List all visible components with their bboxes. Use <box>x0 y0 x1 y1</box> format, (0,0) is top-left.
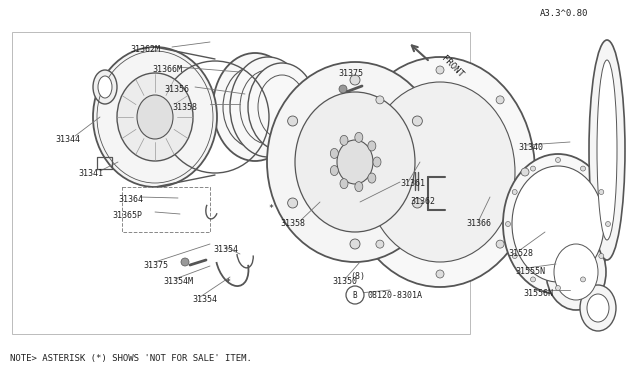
Text: *: * <box>225 278 230 286</box>
Ellipse shape <box>365 82 515 262</box>
Text: *: * <box>268 205 273 214</box>
Ellipse shape <box>340 135 348 145</box>
Circle shape <box>605 221 611 227</box>
Ellipse shape <box>597 60 617 240</box>
Circle shape <box>350 239 360 249</box>
Ellipse shape <box>587 294 609 322</box>
Text: 31364: 31364 <box>118 196 143 205</box>
Text: 31375: 31375 <box>143 260 168 269</box>
Text: 31362M: 31362M <box>130 45 160 55</box>
Circle shape <box>436 66 444 74</box>
Circle shape <box>512 189 517 195</box>
Text: 31344: 31344 <box>55 135 80 144</box>
Text: 31361: 31361 <box>400 180 425 189</box>
Circle shape <box>346 286 364 304</box>
Circle shape <box>599 253 604 259</box>
Text: 31340: 31340 <box>518 144 543 153</box>
Ellipse shape <box>330 166 339 176</box>
Text: 08120-8301A: 08120-8301A <box>368 292 423 301</box>
Ellipse shape <box>93 47 217 187</box>
Circle shape <box>556 157 561 163</box>
Text: B: B <box>353 291 357 299</box>
Text: 31375: 31375 <box>338 70 363 78</box>
Circle shape <box>531 166 536 171</box>
Ellipse shape <box>230 57 306 157</box>
Ellipse shape <box>213 53 297 161</box>
Circle shape <box>496 96 504 104</box>
Text: 31362: 31362 <box>410 198 435 206</box>
Circle shape <box>556 285 561 291</box>
Bar <box>12 32 470 334</box>
Ellipse shape <box>337 140 373 184</box>
Text: 31358: 31358 <box>172 103 197 112</box>
Circle shape <box>181 258 189 266</box>
Ellipse shape <box>580 285 616 331</box>
Circle shape <box>412 198 422 208</box>
Text: 31358: 31358 <box>280 219 305 228</box>
Text: A3.3^0.80: A3.3^0.80 <box>540 10 588 19</box>
Circle shape <box>512 253 517 259</box>
Circle shape <box>287 116 298 126</box>
Ellipse shape <box>295 92 415 232</box>
Text: 31555N: 31555N <box>515 267 545 276</box>
Text: 31354: 31354 <box>192 295 217 305</box>
Ellipse shape <box>98 76 112 98</box>
Ellipse shape <box>223 66 287 148</box>
Ellipse shape <box>117 73 193 161</box>
Ellipse shape <box>368 173 376 183</box>
Ellipse shape <box>554 244 598 300</box>
Ellipse shape <box>355 182 363 192</box>
Ellipse shape <box>368 141 376 151</box>
Ellipse shape <box>589 40 625 260</box>
Circle shape <box>580 166 586 171</box>
Ellipse shape <box>512 166 604 282</box>
Ellipse shape <box>248 63 316 151</box>
Circle shape <box>506 221 511 227</box>
Ellipse shape <box>137 95 173 139</box>
Circle shape <box>351 168 359 176</box>
Text: 31556N: 31556N <box>523 289 553 298</box>
Text: 31366: 31366 <box>466 219 491 228</box>
Ellipse shape <box>258 75 306 139</box>
Ellipse shape <box>373 157 381 167</box>
Circle shape <box>376 96 384 104</box>
Circle shape <box>376 240 384 248</box>
Text: 31354: 31354 <box>213 246 238 254</box>
Ellipse shape <box>240 70 296 144</box>
Text: 31366M: 31366M <box>152 65 182 74</box>
Ellipse shape <box>503 154 613 294</box>
Ellipse shape <box>546 234 606 310</box>
Circle shape <box>599 189 604 195</box>
Ellipse shape <box>330 148 339 158</box>
Circle shape <box>436 270 444 278</box>
Text: 31356: 31356 <box>164 84 189 93</box>
Text: 31350: 31350 <box>332 278 357 286</box>
Ellipse shape <box>340 179 348 189</box>
Ellipse shape <box>355 132 363 142</box>
Text: FRONT: FRONT <box>440 54 465 80</box>
Text: 31354M: 31354M <box>163 278 193 286</box>
Text: 31528: 31528 <box>508 250 533 259</box>
Bar <box>122 187 210 232</box>
Circle shape <box>350 75 360 85</box>
Circle shape <box>412 116 422 126</box>
Ellipse shape <box>93 70 117 104</box>
Text: (8): (8) <box>350 273 365 282</box>
Circle shape <box>521 168 529 176</box>
Text: NOTE> ASTERISK (*) SHOWS 'NOT FOR SALE' ITEM.: NOTE> ASTERISK (*) SHOWS 'NOT FOR SALE' … <box>10 354 252 363</box>
Text: 31365P: 31365P <box>112 211 142 219</box>
Ellipse shape <box>267 62 443 262</box>
Circle shape <box>580 277 586 282</box>
Ellipse shape <box>345 57 535 287</box>
Circle shape <box>531 277 536 282</box>
Text: 31341: 31341 <box>78 170 103 179</box>
Circle shape <box>287 198 298 208</box>
Circle shape <box>496 240 504 248</box>
Circle shape <box>339 85 347 93</box>
